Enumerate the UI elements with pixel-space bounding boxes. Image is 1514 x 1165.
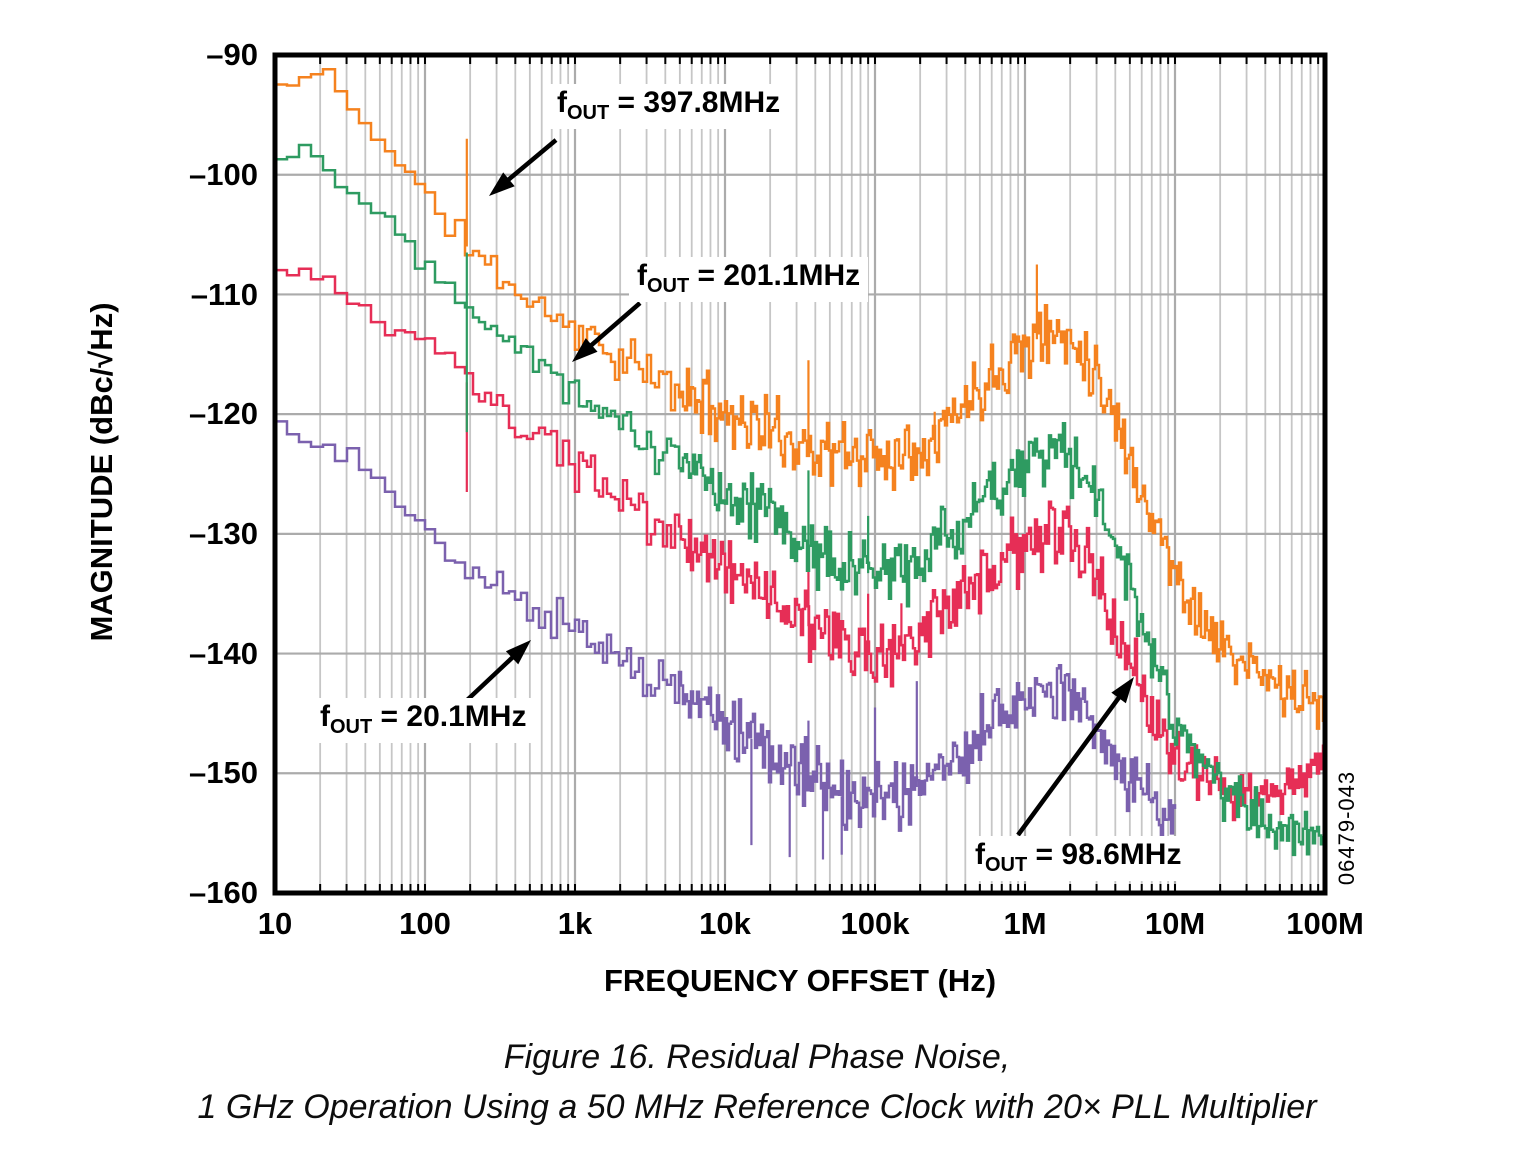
y-tick-label: –130 — [189, 516, 258, 551]
annotation-fout-201: fOUT = 201.1MHz — [629, 257, 869, 302]
x-tick-label: 10k — [699, 906, 751, 941]
y-tick-label: –160 — [189, 875, 258, 910]
y-tick-label: –90 — [206, 37, 258, 72]
f-symbol: f — [975, 838, 985, 871]
f-symbol: f — [637, 259, 647, 292]
y-tick-label: –120 — [189, 396, 258, 431]
x-axis-title: FREQUENCY OFFSET (Hz) — [603, 963, 997, 998]
f-subscript: OUT — [330, 716, 373, 738]
annotation-text: = 397.8MHz — [609, 86, 781, 119]
x-tick-label: 1M — [1003, 906, 1047, 941]
annotation-text: = 201.1MHz — [689, 259, 861, 292]
x-tick-label: 100 — [399, 906, 451, 941]
f-subscript: OUT — [567, 102, 610, 124]
annotation-text: = 98.6MHz — [1027, 838, 1182, 871]
x-tick-label: 100M — [1286, 906, 1364, 941]
figure-caption-line2: 1 GHz Operation Using a 50 MHz Reference… — [197, 1088, 1317, 1126]
watermark-figure-number: 06479-043 — [1334, 770, 1359, 886]
figure-caption-line1: Figure 16. Residual Phase Noise, — [503, 1038, 1011, 1076]
f-subscript: OUT — [647, 275, 690, 297]
y-tick-label: –110 — [190, 277, 258, 312]
y-axis-title: MAGNITUDE (dBc/√Hz) — [84, 302, 119, 642]
y-tick-label: –140 — [189, 636, 258, 671]
y-tick-label: –150 — [189, 755, 258, 790]
x-tick-label: 10 — [257, 906, 293, 941]
x-tick-label: 100k — [840, 906, 910, 941]
x-tick-label: 1k — [557, 906, 593, 941]
f-subscript: OUT — [985, 854, 1028, 876]
annotation-fout-20: fOUT = 20.1MHz — [312, 698, 535, 743]
y-tick-label: –100 — [189, 157, 258, 192]
annotation-fout-98: fOUT = 98.6MHz — [967, 836, 1190, 881]
annotation-fout-397: fOUT = 397.8MHz — [549, 84, 789, 129]
f-symbol: f — [557, 86, 567, 119]
annotation-text: = 20.1MHz — [372, 700, 527, 733]
x-tick-label: 10M — [1144, 906, 1206, 941]
f-symbol: f — [320, 700, 330, 733]
